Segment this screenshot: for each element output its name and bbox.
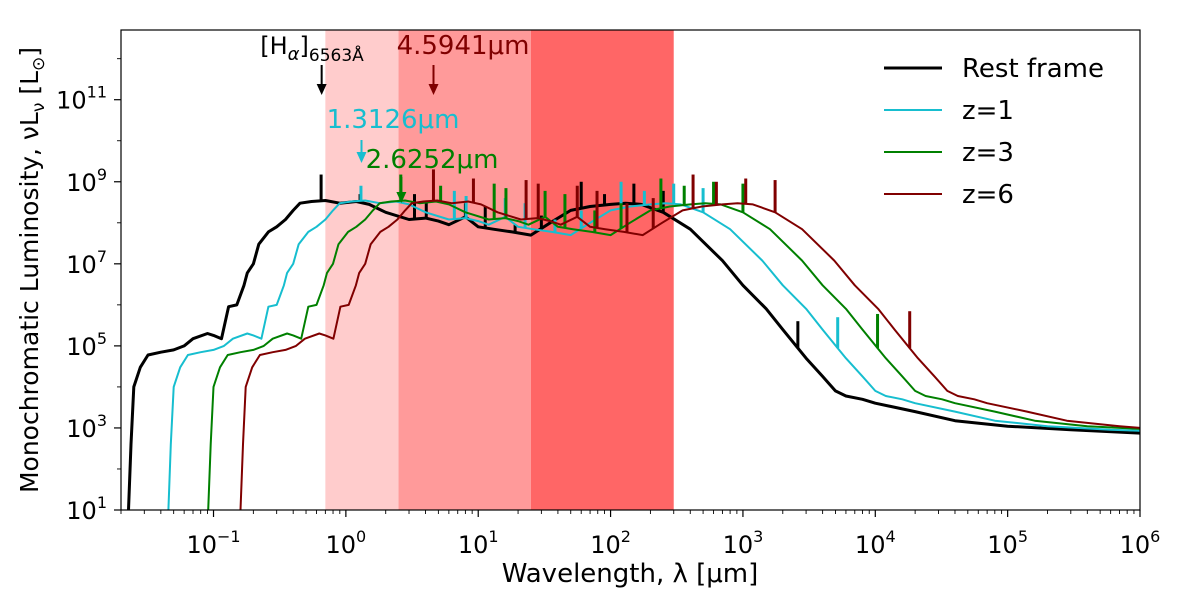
x-tick-base: 10	[723, 531, 754, 559]
band-3	[530, 30, 674, 510]
y-axis-label: Monochromatic Luminosity, νLν [L⊙]	[15, 47, 49, 493]
legend-label-3: z=3	[962, 138, 1014, 168]
y-tick-exponent: 7	[97, 247, 107, 266]
legend-label-1: Rest frame	[962, 54, 1104, 84]
x-tick-label-6: 104	[855, 527, 896, 559]
wavelength-bands	[325, 30, 674, 510]
annotation-arrow-head-halpha	[316, 84, 327, 95]
annotation-arrow-head-z1	[356, 152, 367, 163]
x-tick-base: 10	[186, 531, 217, 559]
y-axis-label-unit-end: ]	[15, 47, 44, 57]
annotation-z6: 4.5941μm	[397, 31, 530, 61]
x-tick-exponent: 5	[1018, 527, 1028, 546]
x-tick-label-1: 10−1	[186, 527, 240, 559]
y-tick-exponent: 11	[87, 83, 107, 102]
y-tick-base: 10	[66, 497, 97, 525]
annotation-sub: α	[288, 44, 300, 65]
axis-ticks: 10−1 100 101 102 103 104 105 106101103105107109…	[56, 58, 1161, 559]
x-tick-exponent: −1	[217, 527, 241, 546]
annotation-z3: 2.6252μm	[366, 145, 499, 175]
x-tick-base: 10	[326, 531, 357, 559]
annotation-halpha: [Hα]6563Å	[260, 32, 364, 66]
x-tick-base: 10	[590, 531, 621, 559]
x-tick-exponent: 0	[356, 527, 366, 546]
y-tick-label-3: 105	[66, 329, 107, 361]
y-tick-exponent: 3	[97, 411, 107, 430]
x-tick-exponent: 6	[1150, 527, 1160, 546]
y-tick-label-1: 101	[66, 493, 107, 525]
annotation-text: [H	[260, 32, 287, 60]
x-tick-base: 10	[458, 531, 489, 559]
y-tick-label-5: 109	[66, 165, 107, 197]
y-tick-base: 10	[66, 251, 97, 279]
annotation-z1: 1.3126μm	[327, 105, 460, 135]
y-axis-label-unit: [L	[15, 71, 44, 95]
annotations: [Hα]6563Å 1.3126μm 2.6252μm 4.5941μm	[260, 31, 529, 203]
y-axis-label-unit-sub: ⊙	[29, 57, 49, 71]
legend-label-2: z=1	[962, 96, 1014, 126]
y-tick-label-6: 1011	[56, 83, 107, 115]
y-tick-exponent: 9	[97, 165, 107, 184]
x-tick-label-3: 101	[458, 527, 499, 559]
annotation-arrow-head-z3	[396, 192, 407, 203]
x-axis-label: Wavelength, λ [μm]	[502, 559, 759, 589]
y-axis-label-main: Monochromatic Luminosity, νL	[15, 112, 44, 493]
annotation-arrow-head-z6	[428, 84, 439, 95]
x-tick-exponent: 2	[621, 527, 631, 546]
y-axis-label-sub: ν	[29, 103, 49, 113]
x-tick-label-8: 106	[1120, 527, 1161, 559]
y-tick-base: 10	[56, 87, 87, 115]
annotation-sub2: 6563Å	[309, 44, 364, 66]
band-2	[398, 30, 531, 510]
x-tick-label-5: 103	[723, 527, 764, 559]
series-line-3	[207, 199, 1140, 510]
y-tick-base: 10	[66, 169, 97, 197]
legend: Rest frame z=1 z=3 z=6	[884, 54, 1104, 210]
x-tick-label-4: 102	[590, 527, 631, 559]
y-tick-base: 10	[66, 415, 97, 443]
x-tick-label-2: 100	[326, 527, 367, 559]
series-line-4	[239, 199, 1140, 510]
y-tick-base: 10	[66, 333, 97, 361]
y-tick-exponent: 1	[97, 493, 107, 512]
plot-frame	[120, 29, 1141, 511]
x-tick-base: 10	[855, 531, 886, 559]
x-tick-exponent: 3	[753, 527, 763, 546]
legend-label-4: z=6	[962, 180, 1014, 210]
y-tick-label-4: 107	[66, 247, 107, 279]
x-tick-label-7: 105	[987, 527, 1028, 559]
x-tick-exponent: 1	[488, 527, 498, 546]
x-tick-base: 10	[987, 531, 1018, 559]
y-tick-label-2: 103	[66, 411, 107, 443]
y-tick-exponent: 5	[97, 329, 107, 348]
x-tick-base: 10	[1120, 531, 1151, 559]
x-tick-exponent: 4	[885, 527, 895, 546]
annotation-tail: ]	[300, 32, 309, 60]
